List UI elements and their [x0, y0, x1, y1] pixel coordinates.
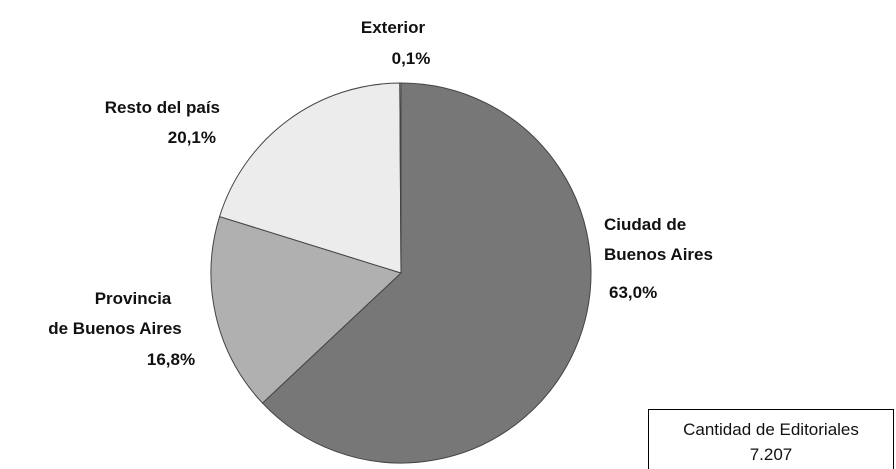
pie-slice-provincia: [210, 215, 402, 404]
slice-label-ciudad: Ciudad de Buenos Aires 63,0%: [604, 215, 713, 302]
slice-value-ciudad: 63,0%: [609, 283, 657, 302]
total-value: 7.207: [749, 445, 793, 464]
total-box: Cantidad de Editoriales 7.207: [648, 409, 894, 469]
slice-value-resto: 20,1%: [168, 128, 216, 147]
slice-value-provincia: 16,8%: [147, 350, 195, 369]
slice-label-exterior: Exterior 0,1%: [361, 18, 431, 68]
pie-slice-resto: [218, 82, 402, 274]
pie-slice-ciudad: [261, 82, 592, 464]
slice-label-resto: Resto del país 20,1%: [105, 98, 220, 147]
slice-label-resto-line1: Resto del país: [105, 98, 220, 117]
slice-value-exterior: 0,1%: [392, 49, 431, 68]
slice-label-ciudad-line1: Ciudad de: [604, 215, 686, 234]
slice-label-provincia-line1: Provincia: [95, 289, 172, 308]
total-title: Cantidad de Editoriales: [683, 420, 859, 439]
slice-label-provincia: Provincia de Buenos Aires 16,8%: [48, 289, 195, 369]
pie-slice-exterior: [399, 82, 402, 274]
slice-label-provincia-line2: de Buenos Aires: [48, 319, 182, 338]
slice-label-exterior-line1: Exterior: [361, 18, 426, 37]
pie-slices: [210, 82, 592, 464]
slice-label-ciudad-line2: Buenos Aires: [604, 245, 713, 264]
